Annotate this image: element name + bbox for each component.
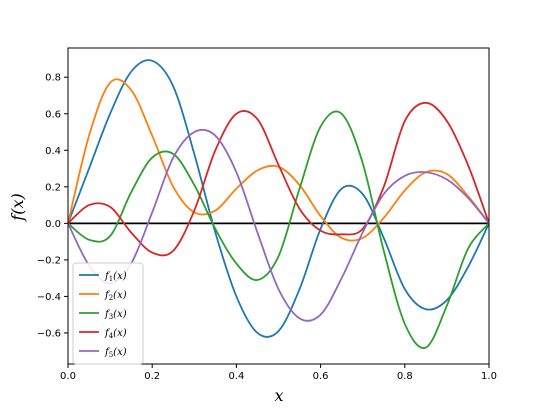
legend-label-3: f3(x)	[104, 309, 127, 321]
series-layer	[68, 59, 489, 349]
y-tick-label: −0.4	[37, 292, 61, 303]
series-line-5	[68, 128, 489, 322]
x-tick-label: 0.8	[397, 371, 413, 382]
legend-label-1: f1(x)	[104, 271, 127, 283]
series-line-3	[68, 110, 489, 349]
y-tick-label: 0.8	[45, 73, 61, 84]
legend: f1(x) f2(x) f3(x) f4(x) f5(x)	[72, 262, 144, 365]
y-tick-label: 0.0	[45, 219, 61, 230]
x-axis-label: x	[274, 386, 283, 405]
legend-label-4: f4(x)	[104, 328, 127, 340]
axes-layer: 0.0 0.2 0.4 0.6 0.8 1.0 −0.6 −0.4 −0.2 0.0 0.2 0.4 0…	[37, 47, 497, 382]
x-tick-label: 0.2	[144, 371, 160, 382]
y-tick-label: −0.6	[37, 328, 61, 339]
series-line-1	[68, 59, 489, 338]
legend-box	[72, 262, 144, 365]
legend-label-5: f5(x)	[104, 347, 127, 359]
series-line-4	[68, 101, 489, 257]
y-tick-label: 0.4	[45, 146, 61, 157]
y-axis-label: f(x)	[8, 193, 27, 221]
x-tick-label: 1.0	[481, 371, 497, 382]
y-tick-label: 0.2	[45, 182, 61, 193]
axes-frame	[67, 47, 490, 365]
x-tick-label: 0.6	[313, 371, 329, 382]
x-tick-label: 0.4	[228, 371, 244, 382]
x-tick-label: 0.0	[60, 371, 76, 382]
legend-label-2: f2(x)	[104, 290, 127, 302]
y-tick-label: 0.6	[45, 109, 61, 120]
y-tick-label: −0.2	[37, 255, 61, 266]
